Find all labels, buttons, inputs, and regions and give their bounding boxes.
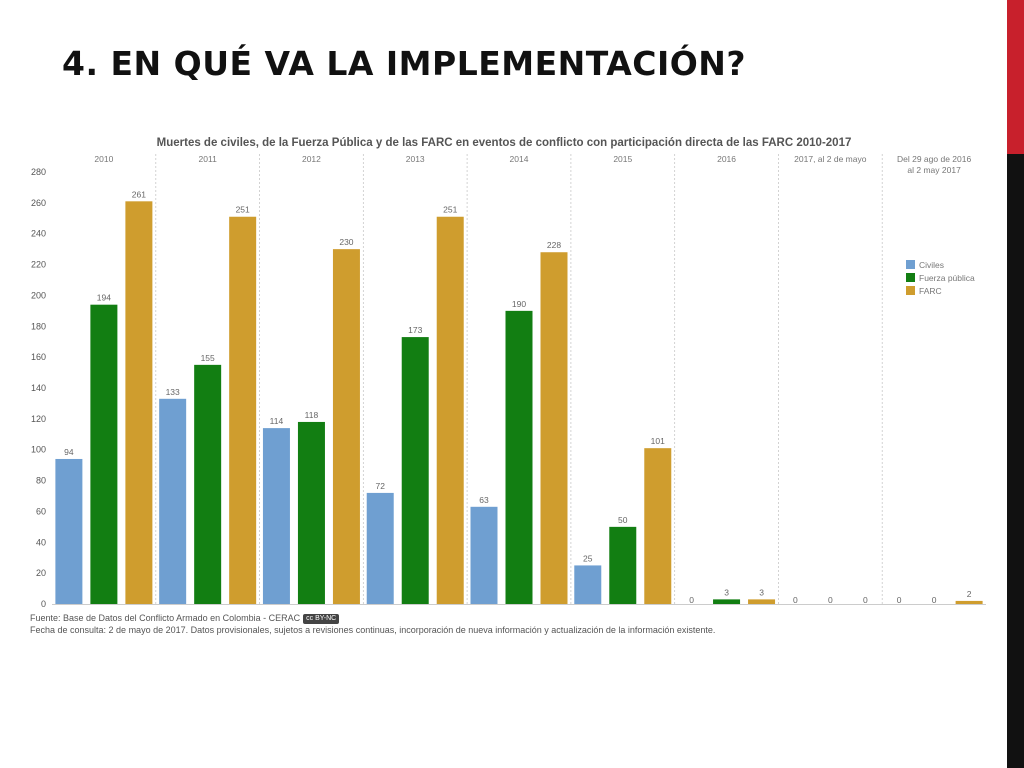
category-label: 2017, al 2 de mayo [794,154,867,164]
data-label-farc: 261 [132,189,146,199]
y-tick-label: 180 [31,321,46,331]
category-label: 2013 [406,154,425,164]
data-label-civiles: 114 [270,416,284,426]
data-label-civiles: 63 [479,495,489,505]
y-tick-label: 200 [31,290,46,300]
bar-fuerza-p-blica [609,526,637,604]
chart-title: Muertes de civiles, de la Fuerza Pública… [157,137,852,149]
data-label-fuerza-p-blica: 155 [201,353,215,363]
bar-farc [436,216,464,604]
bar-civiles [470,506,498,604]
bar-fuerza-p-blica [297,421,325,604]
legend-swatch-civiles [906,260,915,269]
y-tick-label: 280 [31,167,46,177]
bar-civiles [55,458,83,604]
y-tick-label: 140 [31,383,46,393]
y-tick-label: 80 [36,476,46,486]
legend-label-civiles: Civiles [919,260,944,270]
bar-farc [332,249,360,604]
data-label-civiles: 72 [375,481,385,491]
bar-fuerza-p-blica [90,304,118,604]
legend-swatch-fuerza-p-blica [906,273,915,282]
data-label-farc: 251 [236,205,250,215]
category-label: 2014 [510,154,529,164]
source-note: Fuente: Base de Datos del Conflicto Arma… [30,612,715,636]
y-tick-label: 100 [31,445,46,455]
accent-bar-red [1007,0,1024,154]
y-tick-label: 220 [31,260,46,270]
data-label-civiles: 25 [583,553,593,563]
bar-civiles [262,428,290,604]
data-label-fuerza-p-blica: 3 [724,587,729,597]
y-tick-label: 120 [31,414,46,424]
bar-fuerza-p-blica [505,310,533,604]
data-label-farc: 228 [547,240,561,250]
bar-civiles [366,492,394,604]
bar-farc [125,201,153,605]
category-label: 2012 [302,154,321,164]
bar-chart: Muertes de civiles, de la Fuerza Pública… [31,137,986,609]
category-label: 2015 [613,154,632,164]
data-label-fuerza-p-blica: 0 [828,595,833,605]
bar-fuerza-p-blica [401,337,429,604]
bar-civiles [574,565,602,604]
data-label-farc: 0 [863,595,868,605]
accent-bar-black [1007,154,1024,768]
bar-fuerza-p-blica [713,599,741,604]
chart-container: Muertes de civiles, de la Fuerza Pública… [24,130,994,640]
data-label-civiles: 0 [897,595,902,605]
data-label-fuerza-p-blica: 173 [408,325,422,335]
bar-farc [229,216,257,604]
y-tick-label: 20 [36,568,46,578]
slide-title: 4. EN QUÉ VA LA IMPLEMENTACIÓN? [62,44,747,83]
legend-label-farc: FARC [919,286,942,296]
data-label-fuerza-p-blica: 190 [512,299,526,309]
bar-farc [955,600,983,604]
data-label-fuerza-p-blica: 0 [932,595,937,605]
data-label-farc: 3 [759,587,764,597]
data-label-civiles: 0 [793,595,798,605]
category-label: Del 29 ago de 2016 al 2 may 2017 [897,154,971,175]
source-line-2: Fecha de consulta: 2 de mayo de 2017. Da… [30,625,716,635]
category-label: 2016 [717,154,736,164]
bar-farc [748,599,776,604]
data-label-civiles: 0 [689,595,694,605]
data-label-farc: 101 [651,436,665,446]
legend-swatch-farc [906,286,915,295]
legend-label-fuerza-p-blica: Fuerza pública [919,273,975,283]
cc-license-icon: cc BY-NC [303,613,340,624]
y-tick-label: 240 [31,229,46,239]
bar-farc [540,252,568,604]
bar-fuerza-p-blica [194,364,222,604]
y-tick-label: 40 [36,537,46,547]
y-tick-label: 260 [31,198,46,208]
category-label: 2011 [199,154,218,164]
data-label-fuerza-p-blica: 194 [97,293,111,303]
bar-farc [644,448,672,604]
bar-civiles [159,398,187,604]
data-label-civiles: 94 [64,447,74,457]
data-label-fuerza-p-blica: 50 [618,515,628,525]
y-tick-label: 160 [31,352,46,362]
y-tick-label: 60 [36,506,46,516]
category-label: 2010 [94,154,113,164]
data-label-farc: 2 [967,589,972,599]
data-label-farc: 251 [443,205,457,215]
y-tick-label: 0 [41,599,46,609]
data-label-fuerza-p-blica: 118 [305,410,319,420]
source-line-1: Fuente: Base de Datos del Conflicto Arma… [30,613,301,623]
data-label-farc: 230 [339,237,353,247]
data-label-civiles: 133 [166,387,180,397]
